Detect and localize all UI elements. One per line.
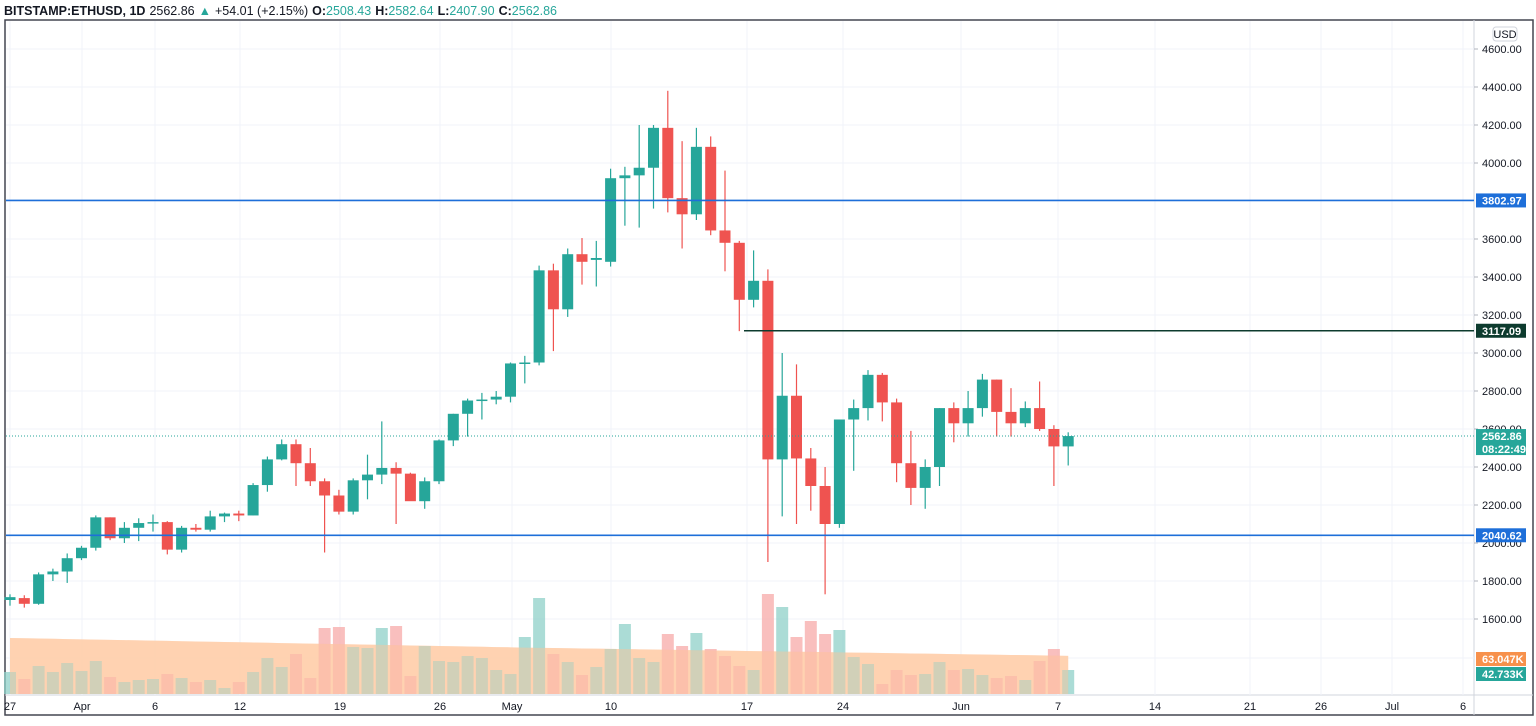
svg-text:2800.00: 2800.00: [1482, 386, 1522, 398]
price-axis[interactable]: USD 4600.00 4400.00 4200.00 4000.00 3600.00 34…: [1474, 26, 1522, 626]
svg-text:6: 6: [152, 701, 158, 713]
svg-text:21: 21: [1244, 701, 1256, 713]
svg-text:42.733K: 42.733K: [1482, 669, 1524, 681]
svg-text:10: 10: [605, 701, 617, 713]
svg-text:17: 17: [741, 701, 753, 713]
svg-text:2200.00: 2200.00: [1482, 500, 1522, 512]
low-value: 2407.90: [449, 4, 495, 18]
horizontal-lines[interactable]: [6, 199, 1474, 537]
svg-text:3802.97: 3802.97: [1482, 195, 1522, 207]
up-triangle-icon: ▲: [198, 4, 211, 18]
svg-text:Jul: Jul: [1385, 701, 1399, 713]
svg-text:24: 24: [837, 701, 849, 713]
svg-text:12: 12: [234, 701, 246, 713]
svg-text:3400.00: 3400.00: [1482, 272, 1522, 284]
high-value: 2582.64: [388, 4, 434, 18]
svg-text:27: 27: [4, 701, 16, 713]
grid-lines: [6, 21, 1474, 695]
svg-text:14: 14: [1149, 701, 1161, 713]
close-value: 2562.86: [511, 4, 557, 18]
svg-text:Apr: Apr: [73, 701, 90, 713]
svg-text:4000.00: 4000.00: [1482, 158, 1522, 170]
open-label: O:: [312, 4, 327, 18]
low-label: L:: [437, 4, 450, 18]
symbol-header: BITSTAMP:ETHUSD, 1D 2562.86 ▲ +54.01 (+2…: [4, 2, 557, 20]
open-value: 2508.43: [326, 4, 372, 18]
svg-text:2400.00: 2400.00: [1482, 462, 1522, 474]
last-price: 2562.86: [149, 4, 195, 18]
time-axis[interactable]: 27 Apr 6 12 19 26 May 10 17 24 Jun 7 14 21 26 Jul 6: [4, 701, 1466, 713]
svg-text:4200.00: 4200.00: [1482, 120, 1522, 132]
candles: [4, 90, 1074, 608]
svg-text:3600.00: 3600.00: [1482, 234, 1522, 246]
close-label: C:: [498, 4, 512, 18]
svg-text:63.047K: 63.047K: [1482, 654, 1524, 666]
svg-text:2040.62: 2040.62: [1482, 530, 1522, 542]
chart-frame: [4, 19, 1534, 716]
svg-text:3117.09: 3117.09: [1482, 326, 1521, 338]
svg-text:Jun: Jun: [952, 701, 970, 713]
svg-text:7: 7: [1055, 701, 1061, 713]
svg-text:1800.00: 1800.00: [1482, 576, 1522, 588]
svg-text:USD: USD: [1493, 29, 1516, 41]
price-change: +54.01 (+2.15%): [215, 4, 309, 18]
svg-text:4600.00: 4600.00: [1482, 44, 1522, 56]
svg-text:26: 26: [434, 701, 446, 713]
svg-text:26: 26: [1315, 701, 1327, 713]
svg-text:4400.00: 4400.00: [1482, 82, 1522, 94]
volume-pane: [4, 594, 1075, 694]
svg-text:3000.00: 3000.00: [1482, 348, 1522, 360]
svg-text:19: 19: [334, 701, 346, 713]
svg-text:6: 6: [1460, 701, 1466, 713]
svg-text:08:22:49: 08:22:49: [1482, 444, 1526, 456]
svg-text:3200.00: 3200.00: [1482, 310, 1522, 322]
svg-text:2562.86: 2562.86: [1482, 431, 1522, 443]
svg-text:May: May: [502, 701, 523, 713]
currency-badge: USD: [1492, 26, 1518, 42]
symbol-title[interactable]: BITSTAMP:ETHUSD, 1D: [4, 4, 146, 18]
high-label: H:: [375, 4, 389, 18]
svg-text:1600.00: 1600.00: [1482, 614, 1522, 626]
